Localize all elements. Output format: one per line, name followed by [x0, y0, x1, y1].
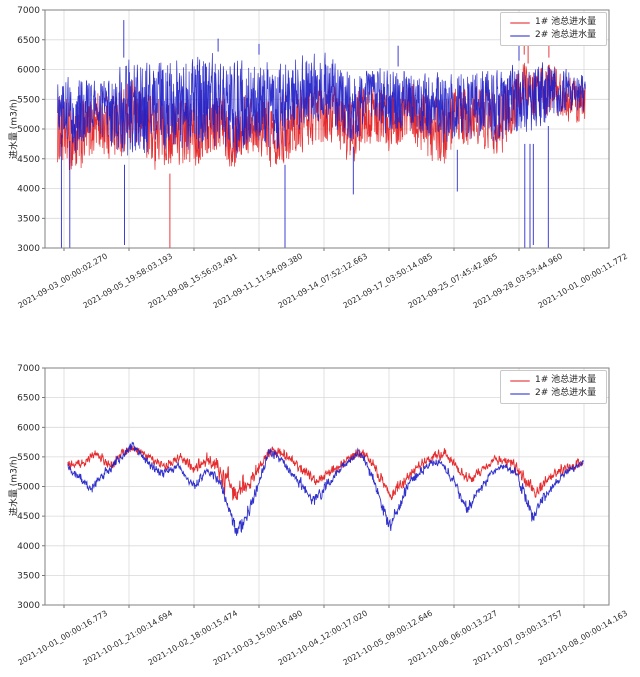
y-tick-label: 4500 — [17, 512, 40, 522]
y-tick-label: 5000 — [17, 125, 40, 135]
legend-item: 1# 池总进水量 — [501, 16, 606, 29]
y-tick-label: 3500 — [17, 214, 40, 224]
y-tick-label: 6500 — [17, 394, 40, 404]
plot-frame — [44, 9, 610, 249]
y-tick-label: 6000 — [17, 423, 40, 433]
y-tick-label: 4000 — [17, 542, 40, 552]
y-tick-label: 4500 — [17, 155, 40, 165]
y-tick-label: 3000 — [17, 601, 40, 611]
y-tick-label: 5000 — [17, 483, 40, 493]
legend-blue-line-icon — [510, 34, 530, 37]
series-2-line — [57, 52, 586, 158]
legend-red-line-icon — [510, 21, 530, 24]
legend-label: 2# 池总进水量 — [535, 29, 597, 40]
chart-bottom: 2021-10-01_00:00:16.7732021-10-01_21:00:… — [17, 364, 630, 667]
series-2-line — [67, 441, 584, 536]
plot-frame — [44, 367, 610, 606]
legend-label: 1# 池总进水量 — [535, 374, 597, 385]
y-axis-title-top: 进水量 (m3/h) — [9, 98, 20, 160]
y-tick-label: 7000 — [17, 364, 40, 374]
legend-item: 2# 池总进水量 — [501, 387, 606, 400]
legend-blue-line-icon — [510, 392, 530, 395]
legend-item: 2# 池总进水量 — [501, 29, 606, 42]
y-tick-label: 5500 — [17, 453, 40, 463]
legend-label: 1# 池总进水量 — [535, 16, 597, 27]
y-axis-title-bottom: 进水量 (m3/h) — [9, 455, 20, 517]
y-tick-label: 6000 — [17, 66, 40, 76]
legend-bottom: 1# 池总进水量 2# 池总进水量 — [500, 370, 607, 404]
y-tick-label: 5500 — [17, 95, 40, 105]
chart-top: 2021-09-03_00:00:02.2702021-09-05_19:58:… — [17, 6, 630, 310]
legend-label: 2# 池总进水量 — [535, 387, 597, 398]
y-tick-label: 7000 — [17, 6, 40, 16]
legend-red-line-icon — [510, 379, 530, 382]
series-1-line — [67, 445, 584, 501]
legend-item: 1# 池总进水量 — [501, 374, 606, 387]
y-tick-label: 3500 — [17, 571, 40, 581]
legend-top: 1# 池总进水量 2# 池总进水量 — [500, 12, 607, 46]
y-tick-label: 3000 — [17, 244, 40, 254]
y-tick-label: 4000 — [17, 185, 40, 195]
y-tick-label: 6500 — [17, 36, 40, 46]
